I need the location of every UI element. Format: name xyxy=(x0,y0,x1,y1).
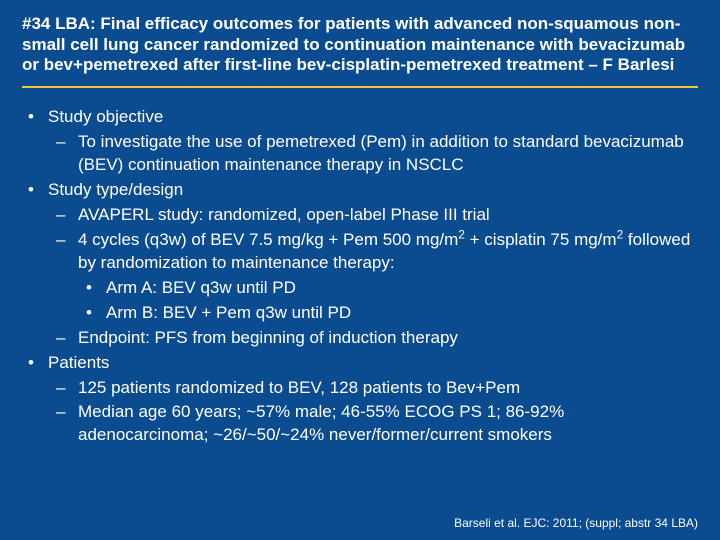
slide: #34 LBA: Final efficacy outcomes for pat… xyxy=(0,0,720,540)
citation: Barseli et al. EJC: 2011; (suppl; abstr … xyxy=(454,516,698,530)
sub-bullet: 4 cycles (q3w) of BEV 7.5 mg/kg + Pem 50… xyxy=(56,229,698,325)
sub-bullet: Median age 60 years; ~57% male; 46-55% E… xyxy=(56,401,698,447)
bullet-list: Study objective To investigate the use o… xyxy=(22,106,698,447)
bullet-label: Study type/design xyxy=(48,180,183,199)
bullet-patients: Patients 125 patients randomized to BEV,… xyxy=(28,352,698,448)
bullet-text: Arm A: BEV q3w until PD xyxy=(106,278,296,297)
bullet-text: 125 patients randomized to BEV, 128 pati… xyxy=(78,378,520,397)
sub-bullet: AVAPERL study: randomized, open-label Ph… xyxy=(56,204,698,227)
bullet-text: + cisplatin 75 mg/m xyxy=(465,230,617,249)
sub2-bullet: Arm B: BEV + Pem q3w until PD xyxy=(86,302,698,325)
sub-bullet: To investigate the use of pemetrexed (Pe… xyxy=(56,131,698,177)
bullet-objective: Study objective To investigate the use o… xyxy=(28,106,698,177)
sub-bullet: 125 patients randomized to BEV, 128 pati… xyxy=(56,377,698,400)
bullet-label: Patients xyxy=(48,353,109,372)
bullet-text: Median age 60 years; ~57% male; 46-55% E… xyxy=(78,402,564,444)
bullet-text: Arm B: BEV + Pem q3w until PD xyxy=(106,303,351,322)
bullet-text: Endpoint: PFS from beginning of inductio… xyxy=(78,328,458,347)
sub-bullet: Endpoint: PFS from beginning of inductio… xyxy=(56,327,698,350)
bullet-text: AVAPERL study: randomized, open-label Ph… xyxy=(78,205,490,224)
superscript: 2 xyxy=(458,227,465,241)
sub2-bullet: Arm A: BEV q3w until PD xyxy=(86,277,698,300)
slide-title: #34 LBA: Final efficacy outcomes for pat… xyxy=(22,14,698,88)
bullet-design: Study type/design AVAPERL study: randomi… xyxy=(28,179,698,350)
bullet-text: To investigate the use of pemetrexed (Pe… xyxy=(78,132,684,174)
bullet-label: Study objective xyxy=(48,107,163,126)
bullet-text: 4 cycles (q3w) of BEV 7.5 mg/kg + Pem 50… xyxy=(78,230,458,249)
